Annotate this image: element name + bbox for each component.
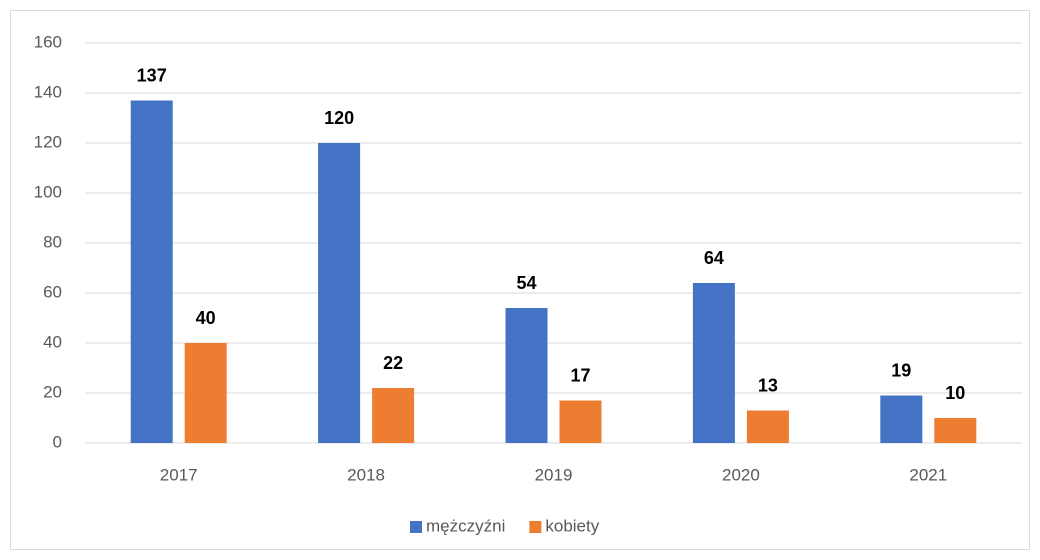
y-tick-label: 100 — [34, 182, 62, 201]
data-label: 22 — [383, 353, 403, 373]
bar — [318, 143, 361, 443]
bar — [880, 395, 923, 443]
data-label: 120 — [324, 108, 354, 128]
x-tick-label: 2019 — [535, 465, 573, 484]
y-tick-label: 160 — [34, 32, 62, 51]
y-tick-label: 60 — [43, 282, 62, 301]
x-tick-label: 2018 — [347, 465, 385, 484]
y-tick-label: 20 — [43, 382, 62, 401]
y-tick-label: 80 — [43, 232, 62, 251]
y-tick-label: 40 — [43, 332, 62, 351]
legend-swatch — [410, 521, 422, 533]
data-label: 17 — [570, 365, 590, 385]
x-tick-label: 2020 — [722, 465, 760, 484]
legend-swatch — [529, 521, 542, 533]
bar — [559, 400, 602, 443]
bar — [746, 410, 789, 443]
bar — [692, 283, 735, 443]
bar — [934, 418, 977, 443]
data-label: 64 — [704, 248, 724, 268]
bar — [184, 343, 227, 443]
data-label: 54 — [516, 273, 536, 293]
y-tick-label: 140 — [34, 82, 62, 101]
data-label: 13 — [758, 375, 778, 395]
bar — [505, 308, 548, 443]
y-tick-label: 0 — [53, 432, 62, 451]
legend-label: mężczyźni — [426, 516, 505, 535]
data-label: 40 — [196, 308, 216, 328]
bar — [130, 100, 173, 443]
data-label: 137 — [137, 65, 167, 85]
chart-border — [10, 10, 1030, 550]
x-tick-label: 2021 — [909, 465, 947, 484]
y-tick-label: 120 — [34, 132, 62, 151]
legend-label: kobiety — [545, 516, 599, 535]
data-label: 19 — [891, 360, 911, 380]
data-label: 10 — [945, 383, 965, 403]
x-tick-label: 2017 — [160, 465, 198, 484]
bar — [372, 388, 415, 443]
